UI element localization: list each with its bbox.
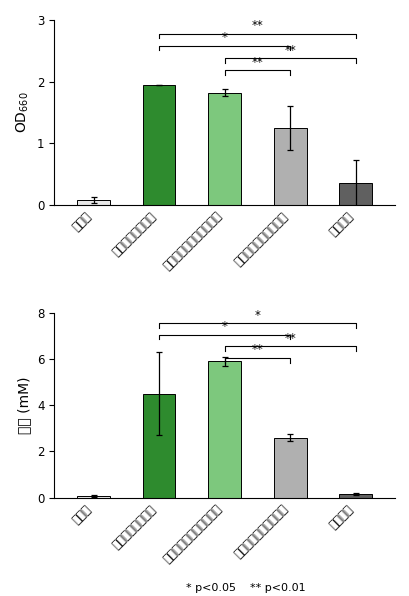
Bar [77, 496, 110, 498]
Text: * p<0.05    ** p<0.01: * p<0.05 ** p<0.01 [186, 583, 305, 593]
Bar [77, 200, 110, 204]
Bar [142, 85, 175, 204]
Bar [273, 437, 306, 498]
Text: **: ** [283, 44, 295, 57]
Bar [339, 183, 371, 204]
Bar [142, 394, 175, 498]
Text: **: ** [251, 19, 263, 32]
Text: **: ** [251, 343, 263, 356]
Bar [339, 494, 371, 498]
Y-axis label: 酝酸 (mM): 酝酸 (mM) [17, 377, 31, 434]
Bar [273, 128, 306, 204]
Text: *: * [254, 309, 260, 322]
Bar [208, 92, 240, 204]
Text: **: ** [251, 56, 263, 69]
Y-axis label: OD$_{660}$: OD$_{660}$ [15, 92, 31, 133]
Text: *: * [221, 321, 227, 333]
Text: **: ** [283, 332, 295, 345]
Bar [208, 361, 240, 498]
Text: *: * [221, 32, 227, 44]
